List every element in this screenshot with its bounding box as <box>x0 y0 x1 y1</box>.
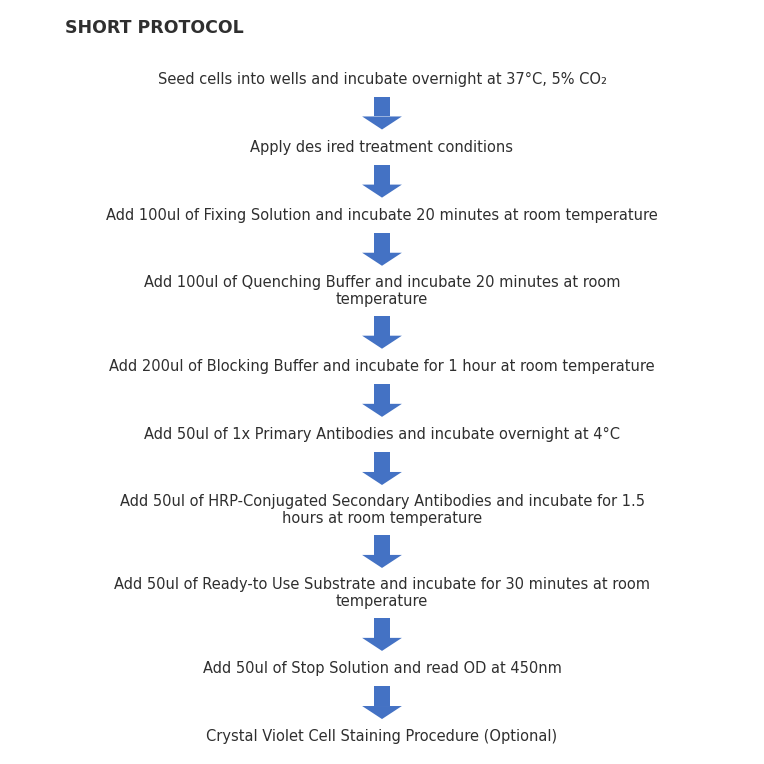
Text: Add 100ul of Quenching Buffer and incubate 20 minutes at room
temperature: Add 100ul of Quenching Buffer and incuba… <box>144 275 620 307</box>
Polygon shape <box>362 638 402 651</box>
Polygon shape <box>374 165 390 185</box>
Polygon shape <box>362 404 402 417</box>
Polygon shape <box>374 687 390 706</box>
Text: SHORT PROTOCOL: SHORT PROTOCOL <box>65 19 244 37</box>
Polygon shape <box>374 316 390 335</box>
Text: Add 50ul of HRP-Conjugated Secondary Antibodies and incubate for 1.5
hours at ro: Add 50ul of HRP-Conjugated Secondary Ant… <box>119 494 645 526</box>
Text: Add 50ul of 1x Primary Antibodies and incubate overnight at 4°C: Add 50ul of 1x Primary Antibodies and in… <box>144 427 620 442</box>
Polygon shape <box>374 97 390 116</box>
Polygon shape <box>362 253 402 266</box>
Polygon shape <box>374 618 390 638</box>
Text: Crystal Violet Cell Staining Procedure (Optional): Crystal Violet Cell Staining Procedure (… <box>206 730 558 744</box>
Polygon shape <box>362 335 402 348</box>
Text: Seed cells into wells and incubate overnight at 37°C, 5% CO₂: Seed cells into wells and incubate overn… <box>157 72 607 86</box>
Polygon shape <box>374 233 390 253</box>
Polygon shape <box>362 706 402 719</box>
Text: Add 100ul of Fixing Solution and incubate 20 minutes at room temperature: Add 100ul of Fixing Solution and incubat… <box>106 208 658 223</box>
Text: Add 50ul of Stop Solution and read OD at 450nm: Add 50ul of Stop Solution and read OD at… <box>202 661 562 676</box>
Text: Apply des ired treatment conditions: Apply des ired treatment conditions <box>251 140 513 155</box>
Polygon shape <box>362 555 402 568</box>
Polygon shape <box>362 472 402 485</box>
Text: Add 200ul of Blocking Buffer and incubate for 1 hour at room temperature: Add 200ul of Blocking Buffer and incubat… <box>109 359 655 374</box>
Polygon shape <box>374 384 390 404</box>
Polygon shape <box>362 116 402 129</box>
Polygon shape <box>374 536 390 555</box>
Polygon shape <box>374 452 390 472</box>
Polygon shape <box>362 185 402 198</box>
Text: Add 50ul of Ready-to Use Substrate and incubate for 30 minutes at room
temperatu: Add 50ul of Ready-to Use Substrate and i… <box>114 577 650 610</box>
